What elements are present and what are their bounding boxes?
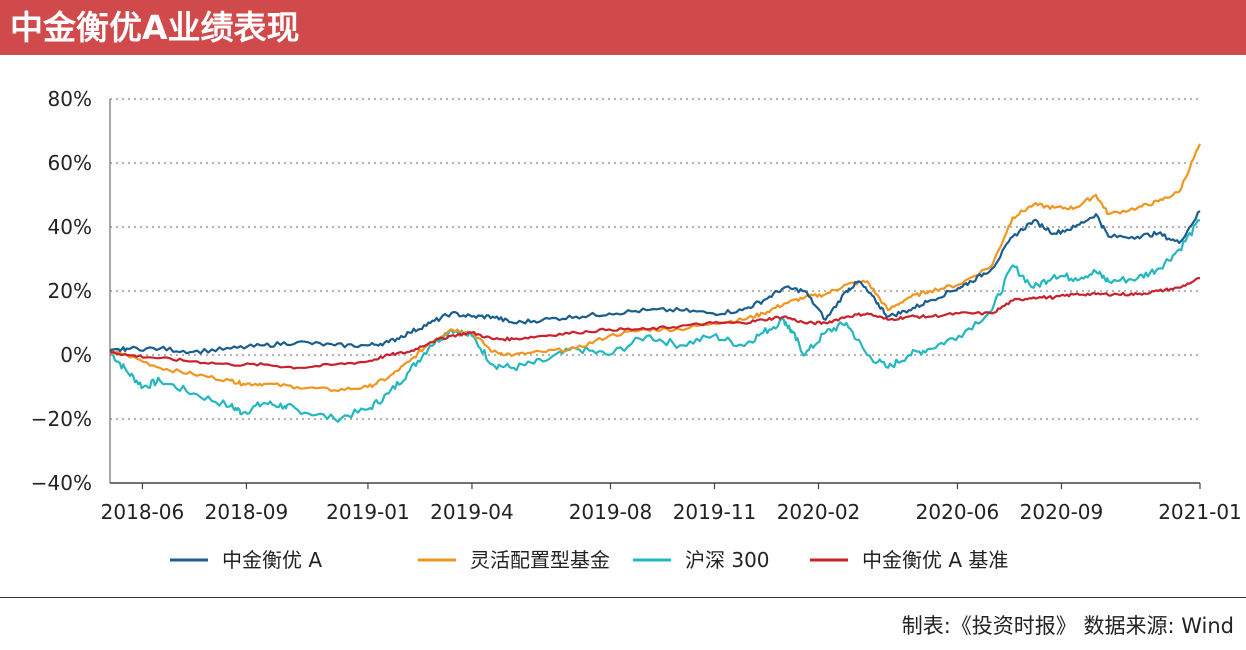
series-line-2 (109, 219, 1201, 423)
series-lines (109, 143, 1201, 423)
legend-label: 中金衡优 A 基准 (862, 548, 1008, 572)
x-tick-label: 2019-08 (569, 500, 653, 524)
x-tick-label: 2018-06 (101, 500, 185, 524)
y-tick-label: 40% (48, 215, 92, 239)
x-tick-label: 2020-06 (916, 500, 1000, 524)
line-chart: 80%60%40%20%0%−20%−40% 2018-06 2018-09 201… (31, 87, 1242, 572)
y-tick-label: 0% (60, 343, 92, 367)
grid (110, 98, 1200, 420)
page-title: 中金衡优A业绩表现 (10, 8, 300, 47)
legend: 中金衡优 A 灵活配置型基金 沪深 300 中金衡优 A 基准 (170, 548, 1008, 572)
y-tick-label: 20% (48, 279, 92, 303)
y-tick-label: 60% (48, 151, 92, 175)
legend-label: 中金衡优 A (222, 548, 322, 572)
series-line-3 (109, 277, 1201, 370)
y-axis-labels: 80% 60% 40% 20% 0% −20% −40% (31, 87, 92, 495)
legend-label: 沪深 300 (685, 548, 770, 572)
legend-label: 灵活配置型基金 (470, 548, 610, 572)
x-tick-label: 2018-09 (205, 500, 289, 524)
y-tick-label: −20% (31, 407, 92, 431)
x-tick-label: 2019-11 (673, 500, 757, 524)
x-axis: 2018-06 2018-09 2019-01 2019-04 2019-08 2019-… (101, 99, 1242, 524)
footer-divider (0, 597, 1246, 598)
x-tick-label: 2020-09 (1020, 500, 1104, 524)
title-bar: 中金衡优A业绩表现 (0, 0, 1246, 55)
series-line-1 (109, 143, 1201, 393)
y-tick-label: −40% (31, 471, 92, 495)
x-tick-label: 2021-01 (1158, 500, 1242, 524)
x-tick-label: 2019-04 (430, 500, 514, 524)
series-line-0 (109, 210, 1201, 355)
y-tick-label: 80% (48, 87, 92, 111)
x-tick-label: 2020-02 (777, 500, 861, 524)
x-tick-label: 2019-01 (326, 500, 410, 524)
source-note: 制表:《投资时报》 数据来源: Wind (901, 614, 1234, 638)
